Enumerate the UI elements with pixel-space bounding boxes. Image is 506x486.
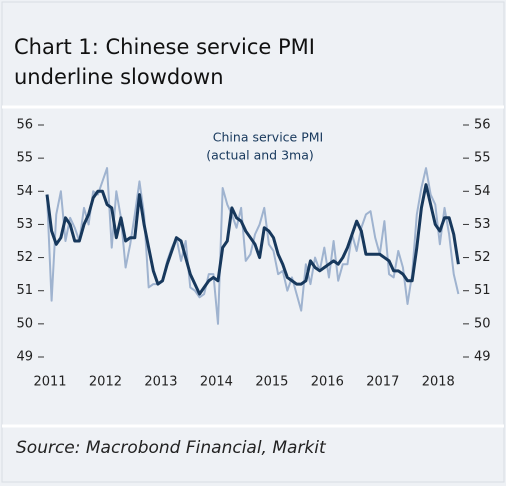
x-tick-label: 2011	[33, 375, 66, 390]
y-tick-label: 49	[16, 350, 33, 365]
annotation: (actual and 3ma)	[206, 148, 314, 163]
x-tick-label: 2013	[144, 375, 177, 390]
series-line	[46, 167, 460, 325]
y2-tick-label: 52	[474, 250, 491, 265]
x-tick-label: 2015	[255, 375, 288, 390]
annotation: China service PMI	[213, 130, 323, 145]
series-line	[45, 183, 460, 296]
source: Source: Macrobond Financial, Markit	[16, 438, 327, 458]
x-tick-label: 2014	[200, 375, 233, 390]
y-tick-label: 52	[16, 250, 33, 265]
x-tick-label: 2016	[311, 375, 344, 390]
chart-title: Chart 1: Chinese service PMI	[14, 35, 315, 59]
y2-tick-label: 49	[474, 350, 491, 365]
y2-tick-label: 51	[474, 283, 491, 298]
y2-tick-label: 55	[474, 151, 491, 166]
y-tick-label: 55	[16, 151, 33, 166]
y2-tick-label: 54	[474, 184, 491, 199]
y-tick-label: 50	[16, 316, 33, 331]
y2-tick-label: 53	[474, 217, 491, 232]
y2-tick-label: 50	[474, 316, 491, 331]
x-tick-label: 2018	[422, 375, 455, 390]
y-tick-label: 54	[16, 184, 33, 199]
y-tick-label: 53	[16, 217, 33, 232]
y-tick-label: 51	[16, 283, 33, 298]
chart-title: underline slowdown	[14, 65, 224, 89]
x-tick-label: 2012	[89, 375, 122, 390]
x-tick-label: 2017	[366, 375, 399, 390]
y2-tick-label: 56	[474, 118, 491, 133]
y-tick-label: 56	[16, 118, 33, 133]
